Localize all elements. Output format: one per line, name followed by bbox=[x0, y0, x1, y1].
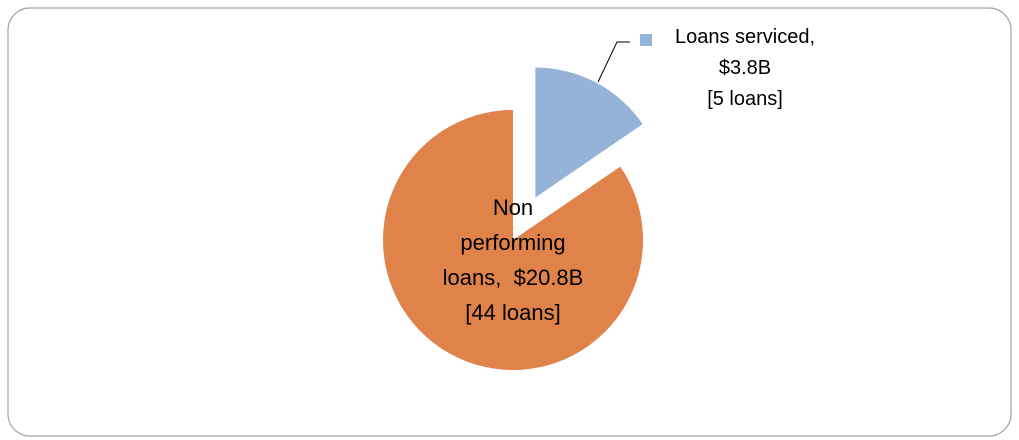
slice-name: Loans serviced, bbox=[674, 26, 816, 48]
slice-count: [44 loans] bbox=[465, 300, 561, 325]
label-block: Loans serviced, $3.8B [5 loans] bbox=[660, 22, 830, 115]
label-block: Non performing loans, $20.8B [44 loans] bbox=[438, 190, 588, 330]
pie-slice bbox=[383, 110, 644, 371]
slice-count: [5 loans] bbox=[707, 88, 783, 110]
slice-value: $3.8B bbox=[718, 57, 772, 79]
pie bbox=[383, 67, 644, 371]
pie-slice bbox=[535, 67, 643, 198]
legend-swatch bbox=[640, 34, 652, 46]
leader-line bbox=[597, 41, 630, 83]
slice-label: Loans serviced, $3.8B [5 loans] bbox=[660, 22, 830, 115]
slice-label: Non performing loans, $20.8B [44 loans] bbox=[438, 190, 588, 330]
slice-name: Non performing loans, bbox=[442, 195, 566, 290]
slice-value: $20.8B bbox=[513, 265, 584, 290]
